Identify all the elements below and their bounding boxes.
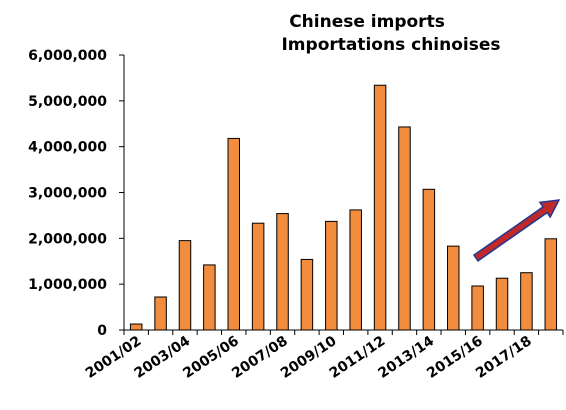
- y-tick-label: 0: [97, 323, 107, 339]
- bar-2016-17: [495, 277, 509, 331]
- bar-2015-16: [471, 285, 484, 331]
- bar-2011-12: [373, 84, 387, 331]
- bar-2002-03: [154, 296, 167, 331]
- chart-title-line-1: Chinese imports: [289, 12, 445, 32]
- bar-2014-15: [447, 245, 460, 331]
- bar-2004-05: [203, 264, 216, 331]
- bar-2010-11: [349, 209, 362, 331]
- axes: [119, 54, 564, 335]
- bars: [129, 84, 558, 331]
- bar-2018-19: [544, 238, 558, 331]
- bar-2007-08: [276, 213, 289, 331]
- y-tick-label: 4,000,000: [28, 140, 107, 156]
- bar-2017-18: [520, 272, 533, 331]
- trend-arrow-icon: [472, 199, 561, 262]
- bar-2006-07: [251, 222, 265, 331]
- bar-2008-09: [300, 258, 314, 331]
- x-axis-ticks: 2001/022003/042005/062007/082009/102011/…: [83, 333, 535, 382]
- trend-arrow: [472, 199, 561, 262]
- bar-2005-06: [227, 137, 240, 331]
- y-axis-ticks: 0 1,000,000 2,000,000 3,000,000 4,000,000 5,0…: [28, 48, 107, 339]
- y-tick-label: 5,000,000: [28, 94, 107, 110]
- bar-2012-13: [398, 126, 411, 331]
- bar-2013-14: [422, 188, 436, 331]
- y-tick-label: 1,000,000: [28, 277, 107, 293]
- y-tick-label: 2,000,000: [28, 231, 107, 247]
- bar-2001-02: [129, 323, 143, 331]
- bar-2003-04: [178, 240, 192, 331]
- bar-2009-10: [325, 220, 338, 331]
- y-tick-label: 6,000,000: [28, 48, 107, 64]
- y-tick-label: 3,000,000: [28, 186, 107, 202]
- chart-title-line-2: Importations chinoises: [281, 35, 500, 55]
- x-tick-label: 2017/18: [473, 333, 535, 382]
